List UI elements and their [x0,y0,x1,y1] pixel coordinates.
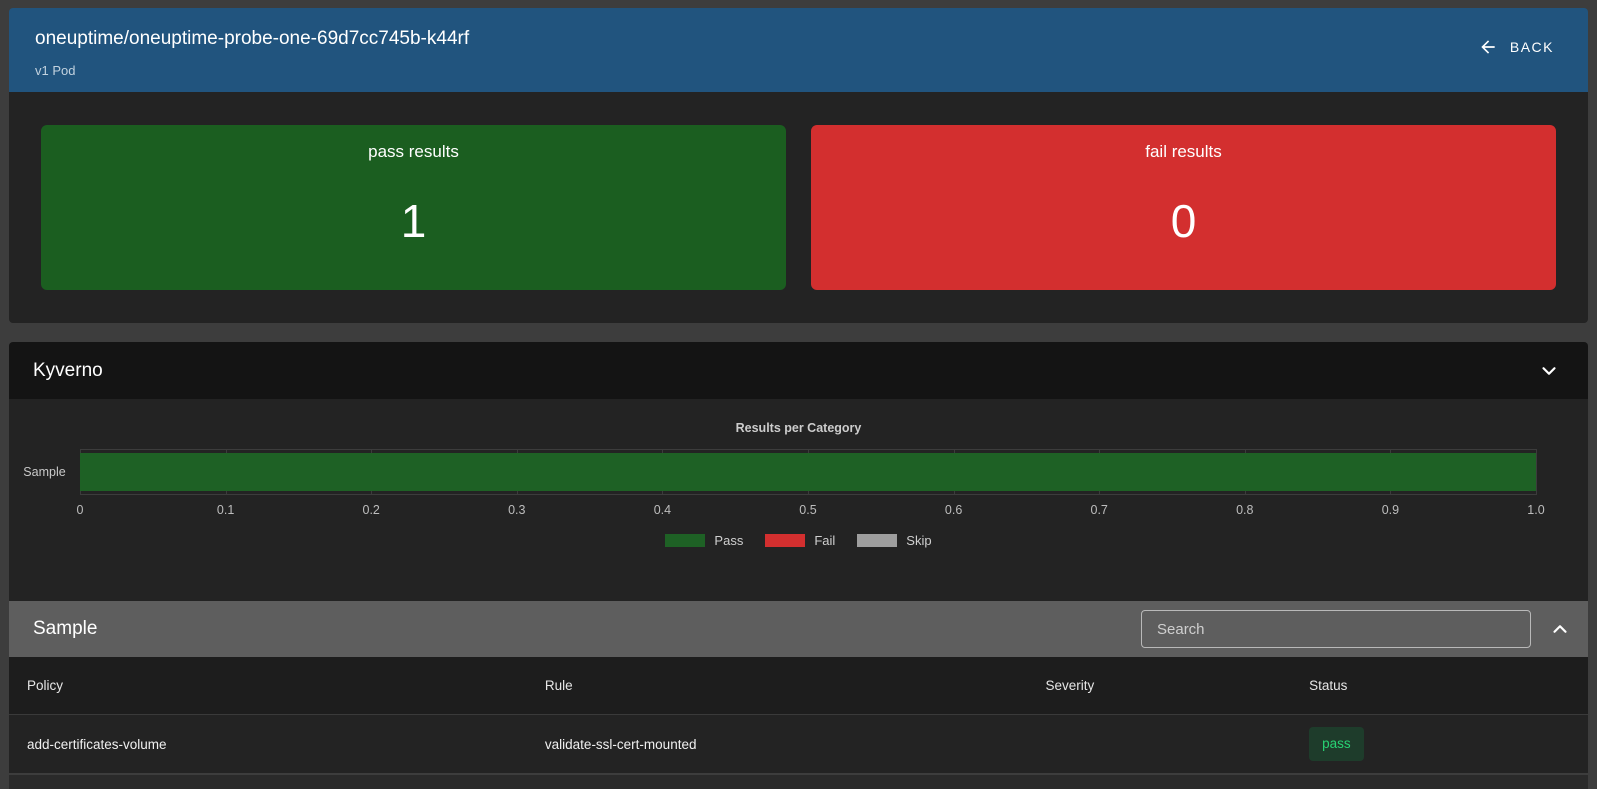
column-header-rule: Rule [544,678,573,693]
table-body: add-certificates-volume validate-ssl-cert… [9,715,1588,773]
pass-results-count: 1 [400,195,427,247]
results-per-category-chart: Results per Category Sample 0 0.1 0.2 0.3 0.… [9,399,1588,601]
sample-section-header: Sample [9,601,1588,657]
chart-gridline [1536,449,1537,495]
cell-status: pass [1291,727,1588,761]
fail-results-card: fail results 0 [811,125,1556,290]
x-tick-label: 0.1 [216,503,235,517]
legend-label: Skip [906,533,932,548]
resource-header-titles: oneuptime/oneuptime-probe-one-69d7cc745b… [35,22,469,78]
legend-swatch-skip [857,534,898,547]
column-header-status: Status [1309,678,1348,693]
chevron-up-icon [1549,618,1571,640]
chevron-down-icon [1538,360,1560,382]
x-tick-label: 1.0 [1527,503,1545,517]
x-tick-label: 0.4 [653,503,672,517]
sample-section-title: Sample [33,618,98,639]
x-tick-label: 0 [76,503,84,517]
resource-kind-label: v1 Pod [35,63,76,78]
legend-swatch-pass [665,534,706,547]
cell-policy: add-certificates-volume [27,736,167,752]
legend-swatch-fail [765,534,806,547]
policy-results-table: Policy Rule Severity Status add-certific… [9,657,1588,789]
arrow-left-icon [1478,37,1498,57]
chart-title: Results per Category [735,421,862,435]
x-tick-label: 0.8 [1236,503,1254,517]
chart-bar-pass [80,453,1536,491]
x-tick-label: 0.5 [799,503,817,517]
back-button-label: BACK [1509,39,1554,55]
pass-results-label: pass results [368,142,459,161]
legend-item-skip: Skip [857,533,932,548]
x-tick-label: 0.7 [1090,503,1108,517]
legend-item-pass: Pass [665,533,743,548]
chart-legend: Pass Fail Skip [9,533,1588,548]
resource-summary-card: oneuptime/oneuptime-probe-one-69d7cc745b… [9,8,1588,323]
x-tick-label: 0.3 [508,503,526,517]
kyverno-collapse-toggle[interactable] [1534,356,1564,386]
legend-item-fail: Fail [765,533,835,548]
sample-collapse-toggle[interactable] [1545,614,1575,644]
table-row[interactable]: add-certificates-volume validate-ssl-cert… [9,715,1588,773]
resource-header: oneuptime/oneuptime-probe-one-69d7cc745b… [9,8,1588,92]
page-title: oneuptime/oneuptime-probe-one-69d7cc745b… [35,28,470,49]
results-summary: pass results 1 fail results 0 [9,92,1588,323]
x-tick-label: 0.6 [944,503,963,517]
kyverno-card: Kyverno Results per Category Sample 0 0.1… [9,342,1588,789]
chart-plot-row: Sample [9,449,1588,495]
x-tick-label: 0.9 [1381,503,1400,517]
status-badge: pass [1309,727,1364,761]
kyverno-section-title: Kyverno [33,359,103,381]
cell-rule: validate-ssl-cert-mounted [544,736,697,752]
x-tick-label: 0.2 [362,503,380,517]
column-header-policy: Policy [27,678,64,693]
legend-label: Fail [814,533,836,548]
chart-plot-area [80,449,1537,495]
chart-x-axis: 0 0.1 0.2 0.3 0.4 0.5 0.6 0.7 0.8 0.9 1.0 [76,503,1545,519]
kyverno-section-header[interactable]: Kyverno [9,342,1588,399]
fail-results-count: 0 [1170,195,1197,247]
fail-results-label: fail results [1145,142,1222,161]
back-button[interactable]: BACK [1470,31,1562,63]
table-footer [9,773,1588,789]
pass-results-card: pass results 1 [41,125,786,290]
table-header-row: Policy Rule Severity Status [9,657,1588,715]
chart-category-label: Sample [23,465,66,479]
column-header-severity: Severity [1045,678,1095,693]
legend-label: Pass [714,533,744,548]
search-input[interactable] [1141,610,1531,648]
